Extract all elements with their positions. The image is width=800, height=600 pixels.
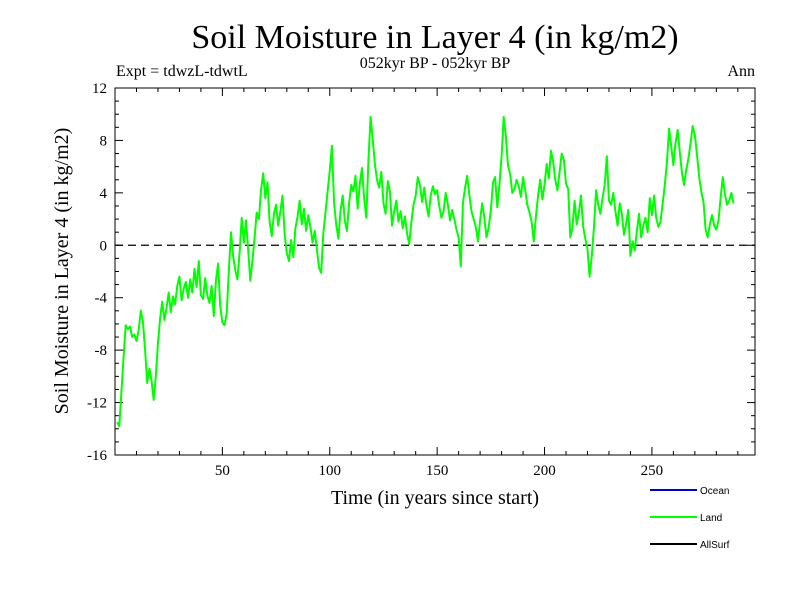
y-tick-label: -4 [95, 291, 108, 307]
series-layer [116, 115, 735, 428]
ticks-layer [115, 88, 755, 455]
experiment-label: Expt = tdwzL-tdwtL [116, 63, 248, 80]
x-tick-label: 150 [426, 463, 449, 479]
chart-subtitle: 052kyr BP - 052kyr BP [360, 55, 511, 72]
x-tick-label: 200 [533, 463, 556, 479]
legend-label-ocean: Ocean [700, 486, 729, 497]
series-line-land [116, 115, 735, 428]
tick-labels-layer: 50 100 150 200 250 12 8 4 0 -4 -8 -12 -16 [87, 81, 663, 479]
y-tick-label: -8 [95, 343, 108, 359]
x-axis-label: Time (in years since start) [331, 487, 539, 509]
y-tick-label: 0 [100, 238, 108, 254]
legend-label-allsurf: AllSurf [700, 540, 730, 551]
x-tick-label: 50 [215, 463, 230, 479]
y-tick-label: 12 [92, 81, 107, 97]
x-tick-label: 250 [641, 463, 664, 479]
legend-label-land: Land [700, 513, 722, 524]
y-axis-label: Soil Moisture in Layer 4 (in kg/m2) [51, 128, 73, 415]
x-tick-label: 100 [319, 463, 342, 479]
y-tick-label: -16 [87, 448, 107, 464]
y-tick-label: -12 [87, 396, 107, 412]
plot-frame [114, 87, 756, 456]
legend: Ocean Land AllSurf [650, 486, 730, 551]
y-tick-label: 8 [100, 133, 108, 149]
period-label: Ann [727, 63, 755, 80]
y-tick-label: 4 [100, 186, 108, 202]
chart-title: Soil Moisture in Layer 4 (in kg/m2) [191, 19, 678, 56]
